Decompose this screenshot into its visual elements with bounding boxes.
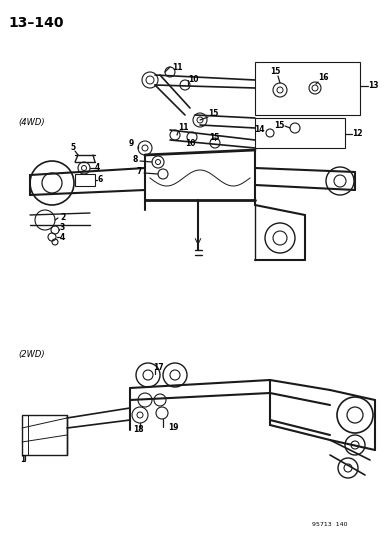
Text: 10: 10: [188, 76, 198, 85]
Text: 15: 15: [209, 133, 219, 141]
Text: 13–140: 13–140: [8, 16, 64, 30]
Text: 13: 13: [368, 82, 379, 91]
Text: 15: 15: [208, 109, 218, 117]
Circle shape: [312, 85, 318, 91]
Text: 16: 16: [318, 74, 328, 83]
Text: 3: 3: [60, 223, 65, 232]
Text: 18: 18: [133, 425, 144, 434]
Text: 7: 7: [137, 167, 142, 176]
Circle shape: [197, 117, 203, 123]
Text: 6: 6: [97, 175, 102, 184]
Text: 4: 4: [60, 232, 65, 241]
Text: 1: 1: [20, 456, 25, 464]
Text: 9: 9: [129, 140, 134, 149]
Text: 5: 5: [70, 143, 75, 152]
Text: 95713  140: 95713 140: [312, 522, 348, 527]
Text: 12: 12: [352, 130, 362, 139]
Text: 11: 11: [172, 62, 183, 71]
Text: 14: 14: [254, 125, 265, 134]
Text: 15: 15: [270, 68, 280, 77]
Bar: [75, 174, 95, 186]
Bar: [255, 62, 360, 115]
Text: 11: 11: [178, 124, 188, 133]
Text: 15: 15: [274, 120, 285, 130]
Text: 17: 17: [153, 362, 164, 372]
Text: 10: 10: [185, 139, 195, 148]
Text: 2: 2: [60, 213, 65, 222]
Circle shape: [142, 145, 148, 151]
Text: 8: 8: [133, 155, 138, 164]
Circle shape: [137, 412, 143, 418]
Bar: [22, 415, 67, 455]
Circle shape: [156, 159, 161, 165]
Circle shape: [277, 87, 283, 93]
Text: (2WD): (2WD): [18, 350, 45, 359]
Circle shape: [146, 76, 154, 84]
Circle shape: [81, 166, 86, 171]
Bar: [255, 118, 345, 148]
Text: 4: 4: [95, 164, 100, 173]
Text: 19: 19: [168, 424, 178, 432]
Text: (4WD): (4WD): [18, 118, 45, 127]
